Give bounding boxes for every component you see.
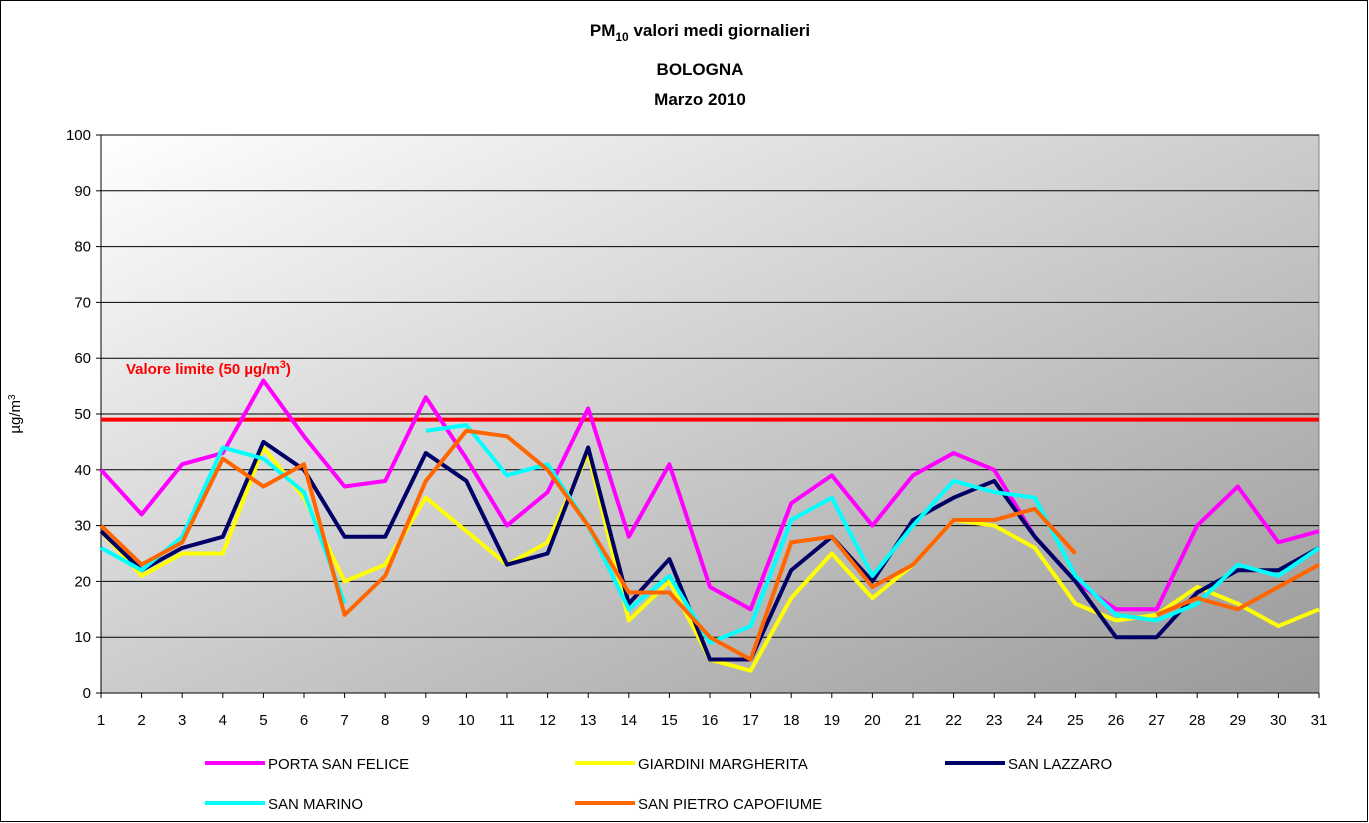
y-tick-label: 20 <box>74 573 91 590</box>
series-line <box>99 428 1320 662</box>
y-tick-label: 90 <box>74 183 91 200</box>
x-tick-label: 15 <box>661 712 678 729</box>
y-tick-label: 0 <box>83 685 91 702</box>
x-tick-label: 2 <box>137 712 145 729</box>
x-tick-label: 5 <box>259 712 267 729</box>
x-tick-label: 22 <box>945 712 962 729</box>
x-tick-label: 13 <box>580 712 597 729</box>
x-tick-label: 3 <box>178 712 186 729</box>
legend-label: SAN LAZZARO <box>1008 756 1112 773</box>
x-tick-label: 21 <box>905 712 922 729</box>
x-tick-label: 19 <box>823 712 840 729</box>
x-tick-label: 16 <box>702 712 719 729</box>
x-tick-label: 11 <box>499 712 515 729</box>
limit-label: Valore limite (50 µg/m3) <box>126 359 291 378</box>
x-tick-label: 23 <box>986 712 1003 729</box>
x-tick-label: 31 <box>1311 712 1328 729</box>
limit-label-part: 3 <box>280 359 286 371</box>
x-tick-label: 24 <box>1026 712 1043 729</box>
x-tick-label: 30 <box>1270 712 1287 729</box>
legend-label: SAN MARINO <box>268 796 363 813</box>
y-tick-label: 40 <box>74 462 91 479</box>
x-tick-label: 27 <box>1148 712 1165 729</box>
limit-label-part: Valore limite (50 µg/m <box>126 361 280 378</box>
chart-subtitle: BOLOGNA <box>657 60 744 79</box>
x-tick-label: 18 <box>783 712 800 729</box>
x-tick-label: 6 <box>300 712 308 729</box>
legend-label: PORTA SAN FELICE <box>268 756 409 773</box>
x-tick-label: 29 <box>1229 712 1246 729</box>
series-line <box>99 378 1320 612</box>
y-tick-label: 80 <box>74 239 91 256</box>
x-tick-label: 4 <box>219 712 227 729</box>
x-tick-label: 26 <box>1108 712 1125 729</box>
x-tick-label: 17 <box>742 712 759 729</box>
chart-subtitle: Marzo 2010 <box>654 90 746 109</box>
x-tick-label: 25 <box>1067 712 1084 729</box>
x-tick-label: 28 <box>1189 712 1206 729</box>
y-tick-label: 60 <box>74 350 91 367</box>
x-tick-label: 9 <box>422 712 430 729</box>
x-tick-label: 1 <box>97 712 105 729</box>
x-tick-label: 14 <box>620 712 637 729</box>
x-tick-label: 12 <box>539 712 556 729</box>
legend-label: GIARDINI MARGHERITA <box>638 756 808 773</box>
x-tick-label: 20 <box>864 712 881 729</box>
y-tick-label: 50 <box>74 406 91 423</box>
x-tick-label: 7 <box>340 712 348 729</box>
x-tick-label: 8 <box>381 712 389 729</box>
y-tick-label: 30 <box>74 518 91 535</box>
limit-label-part: ) <box>286 361 291 378</box>
chart-title: PM10 valori medi giornalieri <box>590 21 810 44</box>
y-tick-label: 70 <box>74 294 91 311</box>
y-tick-label: 100 <box>66 127 91 144</box>
x-tick-label: 10 <box>458 712 475 729</box>
legend-label: SAN PIETRO CAPOFIUME <box>638 796 822 813</box>
y-axis-label: µg/m3 <box>7 394 24 434</box>
y-tick-label: 10 <box>74 629 91 646</box>
